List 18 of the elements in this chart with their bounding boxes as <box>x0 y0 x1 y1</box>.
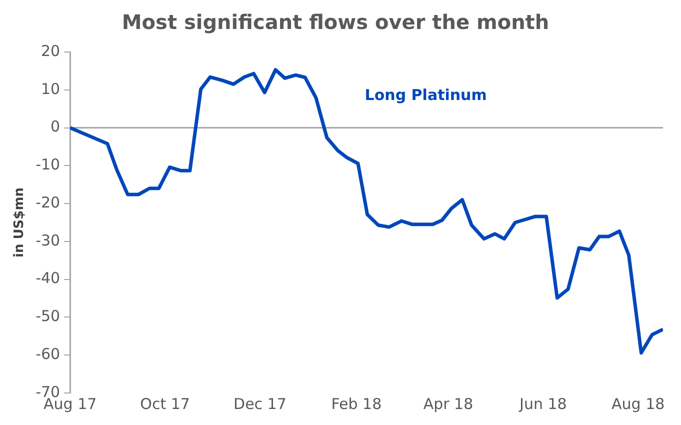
x-tick-label: Aug 18 <box>612 394 665 413</box>
y-tick-label: -60 <box>36 345 60 363</box>
y-tick-label: 20 <box>41 42 60 60</box>
y-axis-title: in US$mn <box>12 187 28 258</box>
x-tick-label: Apr 18 <box>423 394 474 413</box>
y-tick-label: -20 <box>36 193 60 212</box>
y-tick-label: 10 <box>41 80 60 98</box>
x-tick-label: Feb 18 <box>331 394 382 413</box>
y-tick-label: -40 <box>36 269 60 288</box>
x-tick-label: Dec 17 <box>234 394 286 413</box>
x-tick-label: Jun 18 <box>518 394 567 413</box>
x-tick-label: Oct 17 <box>140 394 190 413</box>
y-tick-label: 0 <box>50 118 60 136</box>
y-tick-label: -50 <box>36 307 60 326</box>
text: Long Platinum <box>364 86 487 104</box>
chart-title: Most significant flows over the month <box>122 10 550 34</box>
y-tick-label: -10 <box>36 156 60 174</box>
y-tick-label: -30 <box>36 231 60 250</box>
